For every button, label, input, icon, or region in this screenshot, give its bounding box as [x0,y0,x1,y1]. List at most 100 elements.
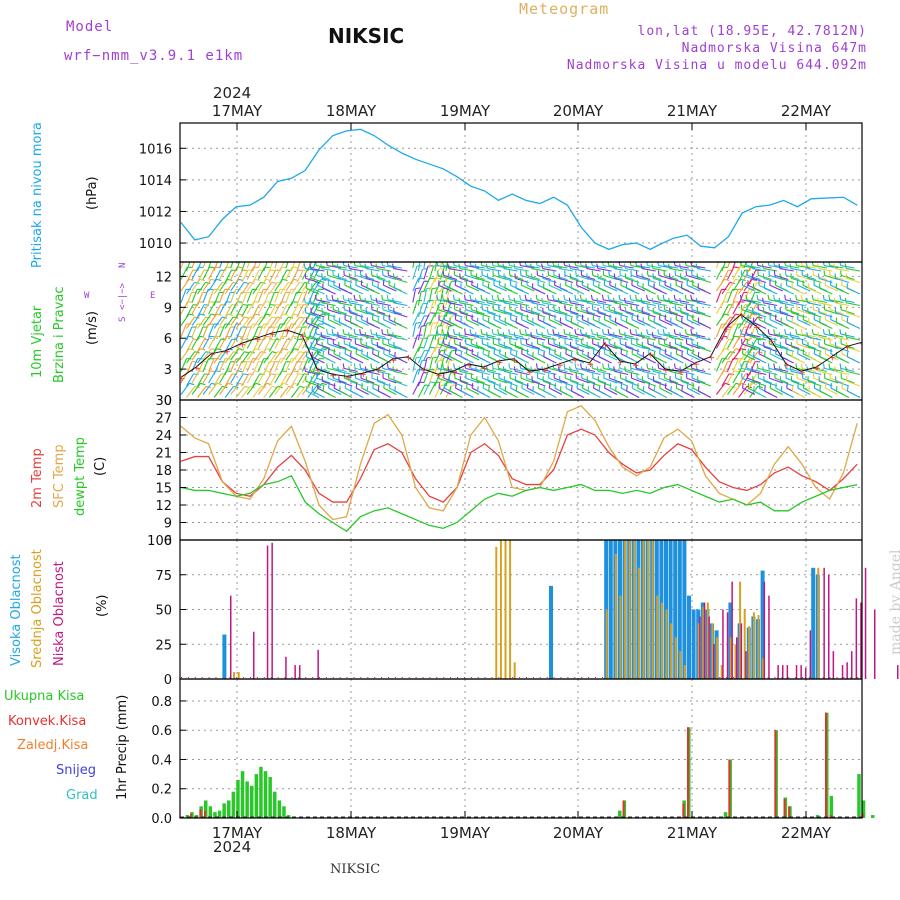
wind-barb-flag [502,263,505,269]
wind-barb [339,287,353,295]
wind-barb [565,377,579,384]
wind-barb [332,367,347,373]
cloud-low-bar [777,665,779,679]
wind-barb [785,367,800,373]
wind-barb-flag [662,262,665,266]
wind-barb [586,302,601,307]
wind-barb [322,390,336,398]
wind-barb-flag [585,263,588,269]
cloud-mid-bar [665,609,668,679]
wind-barb [471,309,485,315]
y-tick-label: 75 [155,569,172,584]
y-tick-label: 50 [155,604,172,619]
wind-barb-flag [568,332,571,338]
wind-barb [636,274,651,281]
wind-barb [598,356,612,364]
wind-barb [547,265,562,269]
cloud-high-bar [677,540,682,679]
wind-barb [641,268,656,272]
wind-barb-flag [800,329,803,335]
wind-barb [279,262,285,272]
wind-barb-flag [773,262,775,266]
wind-barb [553,309,568,315]
wind-barb-flag [552,262,555,266]
precip-total-bar [723,812,728,818]
wind-barb-flag [729,281,735,285]
wind-barb-flag [370,329,373,335]
wind-barb [658,309,673,315]
wind-barb-flag [299,281,305,285]
wind-barb-flag [303,332,306,338]
wind-barb [774,333,789,338]
wind-panel-label-2: Brzina i Pravac [52,286,67,383]
wind-barb-flag [741,348,747,351]
wind-barb [186,304,194,318]
wind-barb [445,338,452,352]
wind-barb [235,282,245,295]
wind-barb-flag [579,329,582,335]
wind-barb [434,350,442,364]
wind-barb [738,373,746,387]
wind-barb-flag [216,313,222,316]
wind-barb-flag [260,281,266,285]
cloud-high-bar [222,634,227,679]
wind-barb [327,343,342,350]
wind-barb-flag [602,363,604,369]
wind-barb-flag [392,332,395,338]
wind-barb [246,358,254,372]
wind-barb [779,302,794,307]
wind-barb [388,274,402,281]
wind-speed-marker: + [526,368,534,378]
precip-conv-bar [687,727,689,818]
model-elevation-label: Nadmorska Visina u modelu 644.092m [566,58,867,73]
cloud-low-bar [745,651,747,679]
wind-barb [465,377,480,384]
wind-barb-flag [270,304,276,306]
wind-barb [312,262,317,269]
wind-barb [423,312,431,326]
wind-barb [647,274,662,281]
wind-barb-flag [789,366,792,372]
wind-barb [311,390,325,398]
wind-barb-flag [767,262,770,266]
wind-barb [847,322,861,329]
wind-barb [393,312,408,318]
wind-barb-flag [673,294,676,300]
wind-barb [186,351,196,364]
wind-barb [344,274,358,281]
wind-barb [801,265,816,269]
wind-barb [792,390,806,398]
wind-barb [753,390,767,398]
wind-barb [202,348,212,361]
wind-barb [721,262,726,272]
elevation-label: Nadmorska Visina 647m [681,41,867,56]
wind-barb-flag [795,329,798,335]
wind-barb [290,351,301,364]
wind-barb [393,336,408,341]
cloud-low-bar [230,595,232,679]
wind-barb-flag [740,278,746,282]
temp-dewpt-label: dewpt Temp [73,437,88,516]
wind-barb [721,326,728,341]
cloud-mid-bar [711,623,714,679]
wind-barb [477,390,491,398]
wind-barb-flag [447,263,450,269]
cloud-high-bar [668,540,673,679]
cloud-high-bar [608,540,613,679]
wind-barb [434,315,442,329]
wind-barb-flag [767,294,770,300]
cloud-low-bar [299,665,301,679]
wind-barb [186,292,193,306]
cloud-baseline-dot [574,677,576,678]
wind-barb-flag [331,294,334,300]
cloud-baseline-dot [539,677,541,678]
wind-barb-flag [642,386,645,392]
wind-barb [681,356,695,364]
cloud-baseline-dot [250,677,251,678]
wind-barb [715,358,723,372]
wind-barb [797,387,811,395]
wind-barb [301,262,306,269]
wind-barb [659,284,673,292]
wind-barb-flag [673,363,676,369]
wind-barb-flag [557,332,560,338]
